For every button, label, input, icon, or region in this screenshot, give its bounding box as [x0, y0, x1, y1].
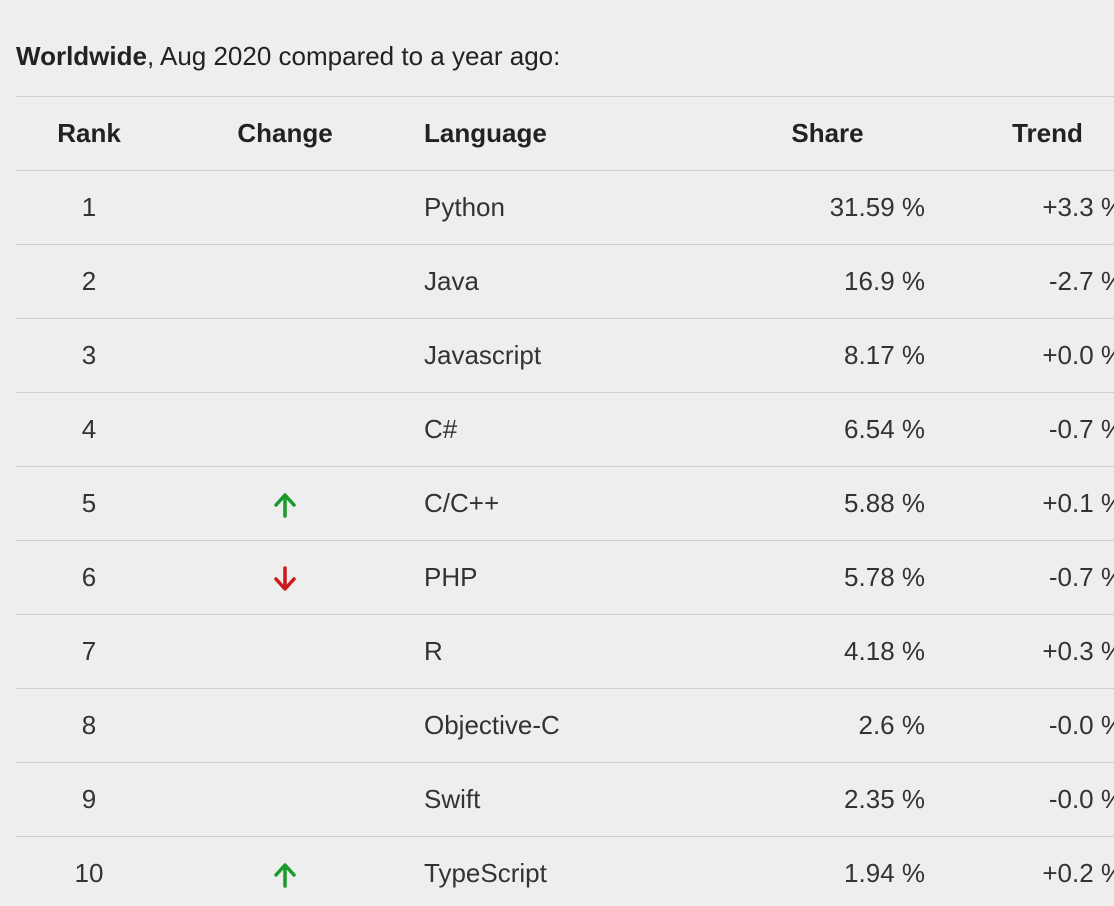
trend-cell: -0.7 % [925, 540, 1114, 615]
table-row: 5 C/C++5.88 %+0.1 % [16, 466, 1114, 541]
share-cell: 6.54 % [682, 392, 925, 467]
rank-cell: 5 [16, 466, 162, 541]
trend-cell: +0.2 % [925, 836, 1114, 906]
share-cell: 2.35 % [682, 762, 925, 837]
change-cell [162, 540, 408, 615]
change-cell [162, 836, 408, 906]
trend-cell: +3.3 % [925, 170, 1114, 245]
header-trend: Trend [925, 96, 1114, 171]
rank-cell: 1 [16, 170, 162, 245]
language-cell: C/C++ [408, 466, 682, 541]
table-row: 4 C#6.54 %-0.7 % [16, 392, 1114, 467]
trend-cell: -0.0 % [925, 762, 1114, 837]
arrow-up-icon [274, 862, 296, 888]
share-cell: 31.59 % [682, 170, 925, 245]
change-cell [162, 170, 408, 245]
language-cell: PHP [408, 540, 682, 615]
rank-cell: 2 [16, 244, 162, 319]
table-row: 8 Objective-C2.6 %-0.0 % [16, 688, 1114, 763]
trend-cell: +0.0 % [925, 318, 1114, 393]
share-cell: 5.88 % [682, 466, 925, 541]
language-cell: Java [408, 244, 682, 319]
share-cell: 4.18 % [682, 614, 925, 689]
rank-cell: 6 [16, 540, 162, 615]
rank-cell: 9 [16, 762, 162, 837]
ranking-table: Rank Change Language Share Trend 1 Python… [16, 96, 1114, 906]
header-language: Language [408, 96, 682, 171]
change-cell [162, 466, 408, 541]
share-cell: 2.6 % [682, 688, 925, 763]
change-cell [162, 244, 408, 319]
rank-cell: 4 [16, 392, 162, 467]
change-cell [162, 688, 408, 763]
language-cell: TypeScript [408, 836, 682, 906]
share-cell: 8.17 % [682, 318, 925, 393]
change-cell [162, 318, 408, 393]
trend-cell: -0.0 % [925, 688, 1114, 763]
trend-cell: +0.1 % [925, 466, 1114, 541]
caption-text: , Aug 2020 compared to a year ago: [146, 41, 561, 71]
rank-cell: 7 [16, 614, 162, 689]
arrow-down-icon [274, 565, 296, 591]
language-cell: Swift [408, 762, 682, 837]
change-cell [162, 762, 408, 837]
language-cell: Javascript [408, 318, 682, 393]
table-row: 7 R4.18 %+0.3 % [16, 614, 1114, 689]
caption-region: Worldwide [16, 41, 147, 71]
trend-cell: -0.7 % [925, 392, 1114, 467]
header-change: Change [162, 96, 408, 171]
language-cell: C# [408, 392, 682, 467]
change-cell [162, 392, 408, 467]
table-caption: Worldwide, Aug 2020 compared to a year a… [16, 40, 560, 72]
header-rank: Rank [16, 96, 162, 171]
header-share: Share [682, 96, 925, 171]
trend-cell: -2.7 % [925, 244, 1114, 319]
change-cell [162, 614, 408, 689]
language-cell: Objective-C [408, 688, 682, 763]
table-header-row: Rank Change Language Share Trend [16, 96, 1114, 171]
rank-cell: 3 [16, 318, 162, 393]
share-cell: 16.9 % [682, 244, 925, 319]
rank-cell: 10 [16, 836, 162, 906]
trend-cell: +0.3 % [925, 614, 1114, 689]
language-cell: R [408, 614, 682, 689]
share-cell: 5.78 % [682, 540, 925, 615]
language-cell: Python [408, 170, 682, 245]
rank-cell: 8 [16, 688, 162, 763]
share-cell: 1.94 % [682, 836, 925, 906]
arrow-up-icon [274, 492, 296, 518]
